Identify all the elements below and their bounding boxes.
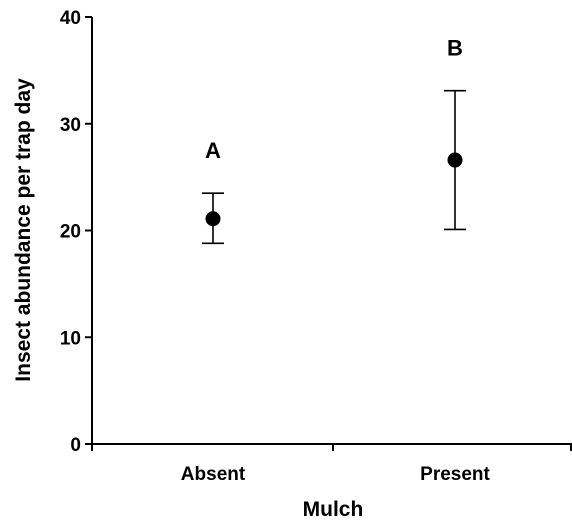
x-tick-label: Absent [181, 464, 246, 485]
data-points: AB [202, 36, 466, 245]
y-ticks: 0 10 20 30 40 [60, 8, 92, 456]
x-axis-title: Mulch [303, 498, 364, 521]
data-point [205, 211, 221, 227]
y-tick-label: 40 [60, 8, 81, 29]
x-tick-label: Present [420, 464, 490, 485]
data-point [447, 152, 463, 168]
y-axis-title: Insect abundance per trap day [12, 78, 35, 382]
y-tick-label: 20 [60, 222, 81, 243]
significance-letter: A [205, 138, 221, 163]
y-tick-label: 30 [60, 115, 81, 136]
y-tick-label: 0 [70, 435, 81, 456]
y-tick-label: 10 [60, 328, 81, 349]
x-ticks: Absent Present [91, 444, 572, 485]
significance-letter: B [447, 36, 463, 61]
